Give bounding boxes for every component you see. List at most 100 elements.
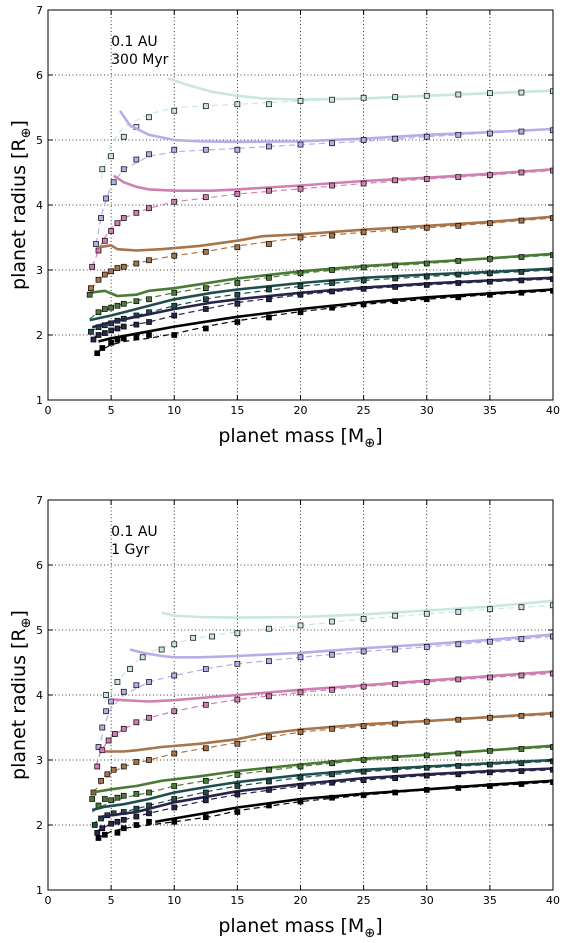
series-6-marker — [202, 296, 209, 303]
series-6-marker — [360, 277, 367, 284]
series-8-marker — [518, 289, 525, 296]
annotation-line-2: 300 Myr — [111, 52, 169, 68]
series-7-marker — [487, 278, 493, 285]
series-2-marker — [360, 137, 367, 143]
x-axis-label: planet mass [M⊕] — [218, 915, 382, 939]
series-7-marker — [133, 321, 140, 328]
series-2-marker — [550, 127, 553, 134]
series-7-marker — [423, 282, 430, 288]
series-3-marker — [120, 725, 127, 732]
series-4-marker — [120, 263, 127, 270]
series-3-marker — [297, 185, 304, 192]
series-1-marker — [455, 608, 462, 615]
series-3-marker — [234, 696, 241, 703]
series-8-marker — [146, 332, 152, 338]
series-2-marker — [266, 143, 272, 150]
series-5-marker — [392, 755, 399, 761]
series-3-dashed-line — [95, 672, 553, 767]
series-7-marker — [234, 300, 241, 307]
series-3-marker — [455, 174, 462, 180]
series-3-solid-line — [112, 168, 553, 192]
series-6-marker — [88, 328, 94, 335]
series-7-marker — [171, 312, 178, 319]
series-4-marker — [171, 252, 178, 259]
series-4-marker — [329, 232, 335, 239]
series-6-marker — [234, 783, 241, 789]
annotation-line-1: 0.1 AU — [111, 524, 158, 540]
series-7-marker — [392, 775, 399, 782]
series-7-marker — [266, 296, 272, 303]
chart-panel-1: 0 5 10 15 20 25 30 35 40 1 2 3 4 5 6 7 0.1 AU 300 Myr plan… — [8, 4, 560, 451]
series-6-marker — [518, 760, 525, 767]
x-tick-label: 5 — [108, 894, 115, 907]
series-4-marker — [133, 260, 140, 267]
series-4-marker — [101, 271, 108, 278]
series-4-marker — [297, 234, 304, 241]
series-3-marker — [234, 191, 241, 197]
series-group — [89, 599, 553, 841]
series-2-marker — [487, 638, 493, 645]
series-3-marker — [120, 215, 127, 221]
series-1-marker — [202, 103, 209, 110]
x-tick-label: 15 — [230, 894, 244, 907]
series-4-marker — [455, 222, 462, 229]
series-2-marker — [329, 651, 335, 658]
series-2-marker — [202, 146, 209, 153]
series-2-marker — [487, 130, 493, 137]
series-1-marker — [392, 94, 399, 100]
series-3-marker — [94, 763, 101, 770]
series-7-marker — [114, 818, 121, 825]
series-2-marker — [103, 708, 109, 715]
series-5-marker — [423, 260, 430, 267]
x-tick-label: 20 — [294, 404, 308, 417]
series-8-marker — [234, 809, 241, 815]
y-tick-label: 1 — [36, 394, 43, 407]
series-2-marker — [297, 141, 304, 148]
series-2-marker — [550, 633, 553, 640]
series-3-marker — [114, 220, 121, 227]
series-5-marker — [101, 796, 108, 802]
series-1-marker — [518, 89, 525, 96]
series-5-marker — [202, 777, 209, 784]
series-5-marker — [550, 252, 553, 258]
series-4-marker — [202, 248, 209, 255]
series-8-marker — [108, 339, 114, 346]
series-2-marker — [146, 151, 152, 158]
series-4-marker — [487, 220, 493, 227]
series-7-marker — [90, 336, 97, 343]
x-tick-label: 35 — [483, 894, 497, 907]
series-4-marker — [487, 714, 493, 721]
annotation-line-2: 1 Gyr — [111, 542, 149, 558]
series-8-marker — [266, 802, 272, 809]
series-7-marker — [99, 825, 106, 832]
series-7-marker — [202, 306, 209, 312]
series-8-marker — [114, 829, 121, 836]
series-2-marker — [98, 215, 104, 221]
series-5-marker — [297, 270, 304, 277]
series-6-dashed-line — [89, 269, 553, 333]
y-axis-label: planet radius [R⊕] — [8, 610, 34, 780]
series-7-solid-line — [91, 276, 553, 329]
series-7-marker — [423, 772, 430, 779]
series-5-marker — [146, 296, 152, 303]
series-2-marker — [392, 135, 399, 142]
series-5-marker — [392, 262, 399, 269]
series-6-marker — [487, 761, 493, 768]
series-3-marker — [329, 686, 335, 693]
series-3-marker — [266, 693, 272, 700]
series-8-marker — [120, 335, 127, 342]
x-tick-label: 0 — [45, 894, 52, 907]
series-3-marker — [171, 198, 178, 205]
series-4-marker — [120, 763, 127, 770]
series-7-marker — [487, 769, 493, 776]
series-2-marker — [108, 698, 114, 705]
series-7-marker — [146, 319, 152, 325]
x-axis-label: planet mass [M⊕] — [218, 425, 382, 451]
x-tick-label: 10 — [167, 404, 181, 417]
series-6-marker — [234, 291, 241, 298]
series-7-marker — [297, 783, 304, 789]
series-6-marker — [297, 774, 304, 781]
series-3-marker — [518, 672, 525, 679]
series-2-dashed-line — [97, 635, 553, 751]
